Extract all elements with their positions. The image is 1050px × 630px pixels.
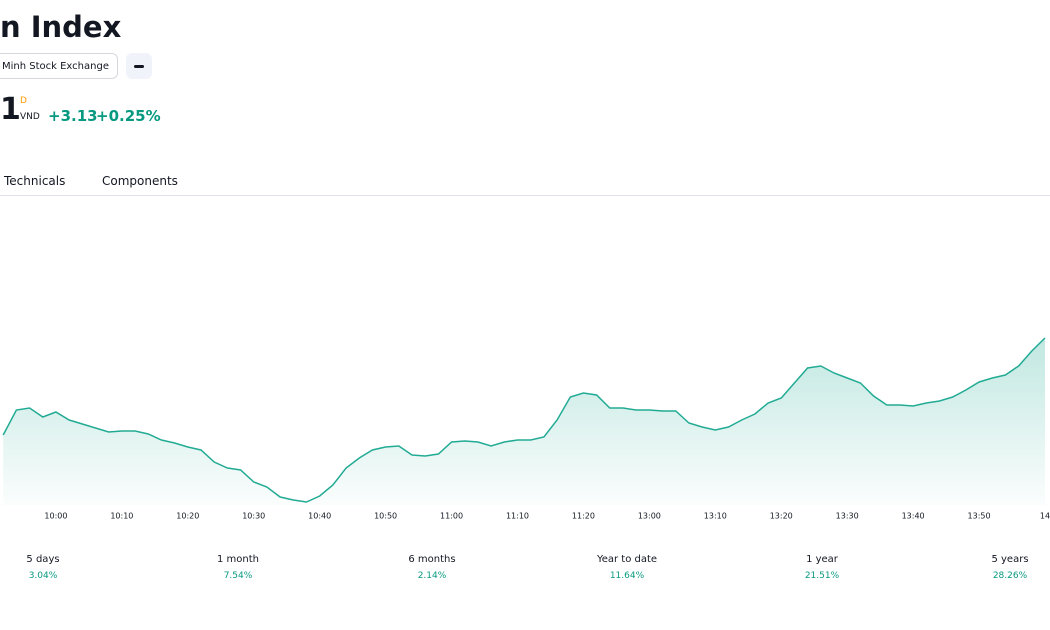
x-tick-label: 11:20 bbox=[572, 512, 595, 521]
line bbox=[2, 337, 1046, 503]
x-tick-label: 13:00 bbox=[638, 512, 661, 521]
x-tick-label: 11:00 bbox=[440, 512, 463, 521]
performance-value: 7.54% bbox=[223, 571, 253, 581]
tab[interactable]: Components bbox=[102, 174, 178, 188]
performance-value: 11.64% bbox=[609, 571, 645, 581]
x-tick-label: 13:20 bbox=[770, 512, 793, 521]
performance-period[interactable]: 1 year bbox=[806, 554, 838, 565]
exchange-button[interactable]: Minh Stock Exchange bbox=[0, 53, 118, 79]
performance-value: 2.14% bbox=[417, 571, 447, 581]
performance-period[interactable]: 6 months bbox=[408, 554, 456, 565]
symbol-title: n Index bbox=[0, 10, 122, 44]
x-tick-label: 10:50 bbox=[374, 512, 397, 521]
x-tick-label: 10:40 bbox=[308, 512, 331, 521]
currency: VND bbox=[20, 112, 40, 122]
x-tick-label: 13:50 bbox=[968, 512, 991, 521]
performance-period[interactable]: 5 years bbox=[991, 554, 1029, 565]
x-tick-label: 13:40 bbox=[902, 512, 925, 521]
remove-button[interactable] bbox=[126, 53, 152, 79]
tab[interactable]: Technicals bbox=[4, 174, 66, 188]
x-tick-label: 11:10 bbox=[506, 512, 529, 521]
x-tick-label: 10:30 bbox=[242, 512, 265, 521]
x-tick-label: 10:10 bbox=[110, 512, 133, 521]
performance-value: 28.26% bbox=[992, 571, 1028, 581]
x-tick-label: 14 bbox=[1040, 512, 1050, 521]
x-tick-label: 13:10 bbox=[704, 512, 727, 521]
change-percent: +0.25% bbox=[96, 107, 161, 125]
performance-period[interactable]: 5 days bbox=[26, 554, 60, 565]
performance-value: 3.04% bbox=[28, 571, 58, 581]
area bbox=[3, 338, 1046, 505]
chart: 10:00 10:10 10:20 10:30 10:40 10:50 11:00 11:10… bbox=[2, 337, 1050, 521]
x-tick-label: 10:00 bbox=[44, 512, 67, 521]
tab-divider bbox=[0, 195, 1050, 196]
price-flag: D bbox=[20, 96, 27, 106]
price: 1 bbox=[0, 92, 21, 127]
change: +3.13 bbox=[48, 107, 98, 125]
performance-period[interactable]: 1 month bbox=[217, 554, 259, 565]
x-tick-label: 13:30 bbox=[836, 512, 859, 521]
x-tick-label: 10:20 bbox=[176, 512, 199, 521]
performance-value: 21.51% bbox=[804, 571, 840, 581]
performance-period[interactable]: Year to date bbox=[596, 554, 658, 565]
